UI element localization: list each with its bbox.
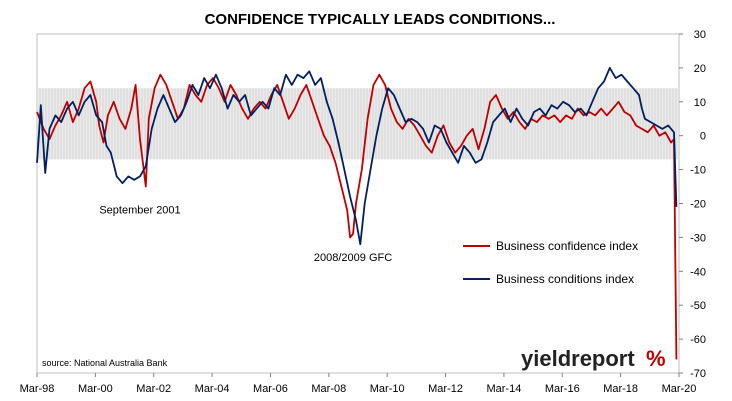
y-axis: 30 20 10 0 -10 -20 -30 -40 -50 -60 -70 bbox=[679, 29, 706, 380]
annotation-label: 2008/2009 GFC bbox=[314, 252, 392, 264]
y-tick-label: 0 bbox=[700, 131, 706, 143]
annotation-label: September 2001 bbox=[99, 205, 180, 217]
y-tick-label: 10 bbox=[694, 97, 706, 109]
y-tick-label: -10 bbox=[690, 165, 706, 177]
source-note: source: National Australia Bank bbox=[42, 358, 168, 368]
conditions-line bbox=[36, 67, 678, 246]
y-tick-label: 30 bbox=[694, 29, 706, 41]
brand-symbol: % bbox=[646, 346, 666, 371]
x-tick-label: Mar-18 bbox=[603, 383, 638, 395]
y-tick-label: 20 bbox=[694, 63, 706, 75]
y-tick-label: -70 bbox=[690, 368, 706, 380]
x-tick-label: Mar-98 bbox=[20, 383, 55, 395]
x-tick-label: Mar-08 bbox=[311, 383, 346, 395]
brand-logo: yieldreport % bbox=[521, 346, 666, 371]
legend: Business confidence index Business condit… bbox=[463, 239, 638, 286]
plot-frame bbox=[36, 33, 680, 374]
x-tick-label: Mar-10 bbox=[370, 383, 405, 395]
x-tick-label: Mar-00 bbox=[78, 383, 113, 395]
shaded-band bbox=[38, 88, 678, 160]
x-axis: Mar-98 Mar-00 Mar-02 Mar-04 Mar-06 Mar-08 Mar-… bbox=[20, 373, 697, 395]
x-tick-label: Mar-14 bbox=[486, 383, 521, 395]
x-tick-label: Mar-12 bbox=[428, 383, 463, 395]
x-tick-label: Mar-04 bbox=[195, 383, 230, 395]
legend-label: Business conditions index bbox=[496, 272, 634, 286]
confidence-line bbox=[36, 73, 678, 360]
y-tick-label: -50 bbox=[690, 300, 706, 312]
y-tick-label: -60 bbox=[690, 334, 706, 346]
x-tick-label: Mar-20 bbox=[662, 383, 697, 395]
y-tick-label: -30 bbox=[690, 232, 706, 244]
legend-label: Business confidence index bbox=[496, 239, 638, 253]
y-tick-label: -20 bbox=[690, 199, 706, 211]
series-lines bbox=[36, 67, 678, 360]
x-tick-label: Mar-16 bbox=[545, 383, 580, 395]
chart-title: CONFIDENCE TYPICALLY LEADS CONDITIONS... bbox=[205, 11, 556, 28]
x-tick-label: Mar-06 bbox=[253, 383, 288, 395]
y-tick-label: -40 bbox=[690, 266, 706, 278]
x-tick-label: Mar-02 bbox=[136, 383, 171, 395]
brand-text: yieldreport bbox=[521, 346, 635, 371]
annotations: September 2001 2008/2009 GFC bbox=[99, 205, 392, 264]
